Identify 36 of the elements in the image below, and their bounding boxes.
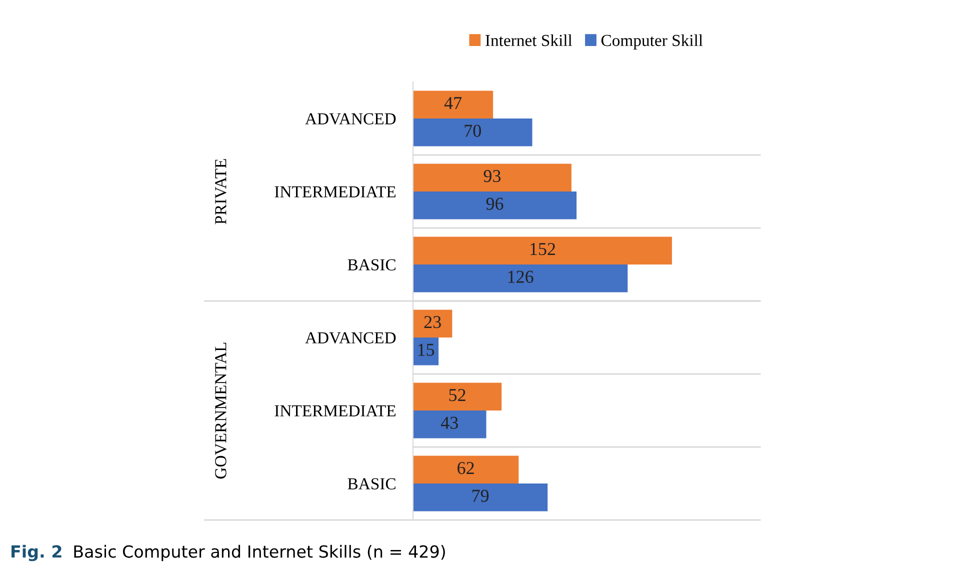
bar — [413, 90, 494, 118]
bar — [413, 338, 439, 366]
data-label: 93 — [484, 170, 501, 182]
y-tick-label: BASIC — [348, 478, 396, 490]
bar — [413, 484, 548, 512]
bar — [413, 192, 577, 220]
y-tick-label: ADVANCED — [305, 113, 396, 125]
legend-label: Internet Skill — [486, 34, 572, 46]
text: PRIVATE — [215, 159, 226, 224]
y-tick-label: INTERMEDIATE — [274, 186, 396, 198]
data-label: 15 — [418, 344, 434, 356]
data-label: 126 — [508, 270, 534, 283]
data-label: 70 — [464, 124, 481, 137]
text: GOVERNMENTAL — [215, 342, 226, 479]
data-label: 79 — [472, 490, 489, 502]
bar — [413, 118, 532, 146]
bar — [413, 382, 502, 410]
data-label: 52 — [449, 389, 466, 402]
bar — [413, 264, 628, 292]
bar — [413, 236, 672, 264]
y-tick-label: BASIC — [348, 259, 396, 270]
bar — [413, 456, 519, 484]
y-tick-label: ADVANCED — [305, 332, 396, 344]
text: Basic Computer and Internet Skills (n = 429) — [74, 544, 445, 562]
data-label: 23 — [424, 316, 441, 328]
data-label: 62 — [458, 462, 474, 474]
bar — [413, 410, 486, 438]
caption: Fig. 2 — [12, 544, 62, 562]
data-label: 47 — [444, 97, 462, 109]
legend-label: Computer Skill — [601, 34, 703, 50]
bar — [413, 310, 452, 338]
data-label: 96 — [486, 198, 504, 210]
bar — [413, 164, 572, 192]
data-label: 43 — [440, 416, 458, 429]
y-tick-label: INTERMEDIATE — [274, 405, 396, 416]
data-label: 152 — [530, 243, 556, 256]
